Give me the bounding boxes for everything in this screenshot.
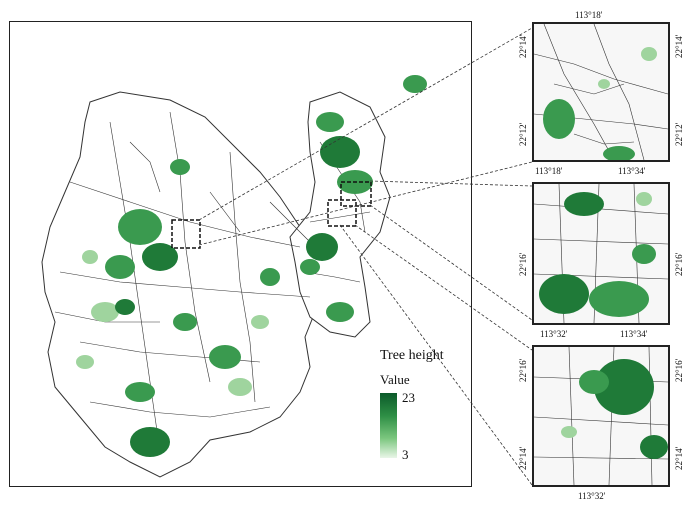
inset-1 <box>532 22 670 162</box>
road-network <box>54 111 371 453</box>
inset2-right-label: 22°16' <box>674 252 684 276</box>
legend-max: 23 <box>402 390 415 405</box>
inset3-bottom-label: 113°32' <box>578 491 606 501</box>
inset1-right-label-1: 22°14' <box>674 34 684 58</box>
legend-subtitle: Value <box>380 372 410 387</box>
inset1-left-label-2: 22°12' <box>518 122 528 146</box>
inset2-svg <box>534 184 668 323</box>
main-map-frame <box>9 21 472 487</box>
focus-box-1 <box>171 219 201 249</box>
inset1-svg <box>534 24 668 160</box>
inset2-bottom-label-1: 113°32' <box>540 329 568 339</box>
legend-title: Tree height <box>380 348 444 363</box>
inset2-bottom-label-2: 113°34' <box>620 329 648 339</box>
inset1-bottom-label-2: 113°34' <box>618 166 646 176</box>
legend-color-ramp <box>380 393 397 458</box>
inset3-right-label-1: 22°16' <box>674 358 684 382</box>
inset1-right-label-2: 22°12' <box>674 122 684 146</box>
inset1-bottom-label-1: 113°18' <box>535 166 563 176</box>
east-district-boundary <box>289 91 391 338</box>
legend-min: 3 <box>402 447 409 462</box>
west-district-boundary <box>41 91 321 478</box>
inset1-top-label: 113°18' <box>575 10 603 20</box>
inset2-left-label: 22°16' <box>518 252 528 276</box>
inset3-svg <box>534 347 668 485</box>
inset3-left-label-1: 22°16' <box>518 358 528 382</box>
inset-2 <box>532 182 670 325</box>
inset3-right-label-2: 22°14' <box>674 446 684 470</box>
inset3-left-label-2: 22°14' <box>518 446 528 470</box>
inset-3 <box>532 345 670 487</box>
main-map-svg <box>41 75 427 478</box>
inset1-left-label-1: 22°14' <box>518 34 528 58</box>
focus-box-3 <box>327 199 357 227</box>
